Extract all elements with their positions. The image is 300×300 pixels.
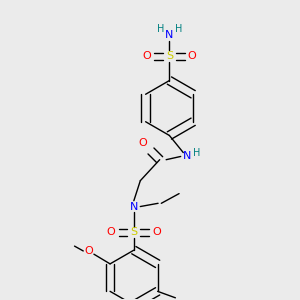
Text: N: N [165,30,174,40]
Text: H: H [193,148,200,158]
Text: O: O [142,51,151,61]
Text: O: O [188,51,196,61]
Text: S: S [166,51,173,61]
Text: O: O [107,227,116,237]
Text: O: O [85,246,93,256]
Text: O: O [152,227,161,237]
Text: H: H [175,24,182,34]
Text: O: O [138,138,147,148]
Text: S: S [130,227,137,237]
Text: N: N [183,152,191,161]
Text: H: H [157,24,164,34]
Text: N: N [130,202,138,212]
